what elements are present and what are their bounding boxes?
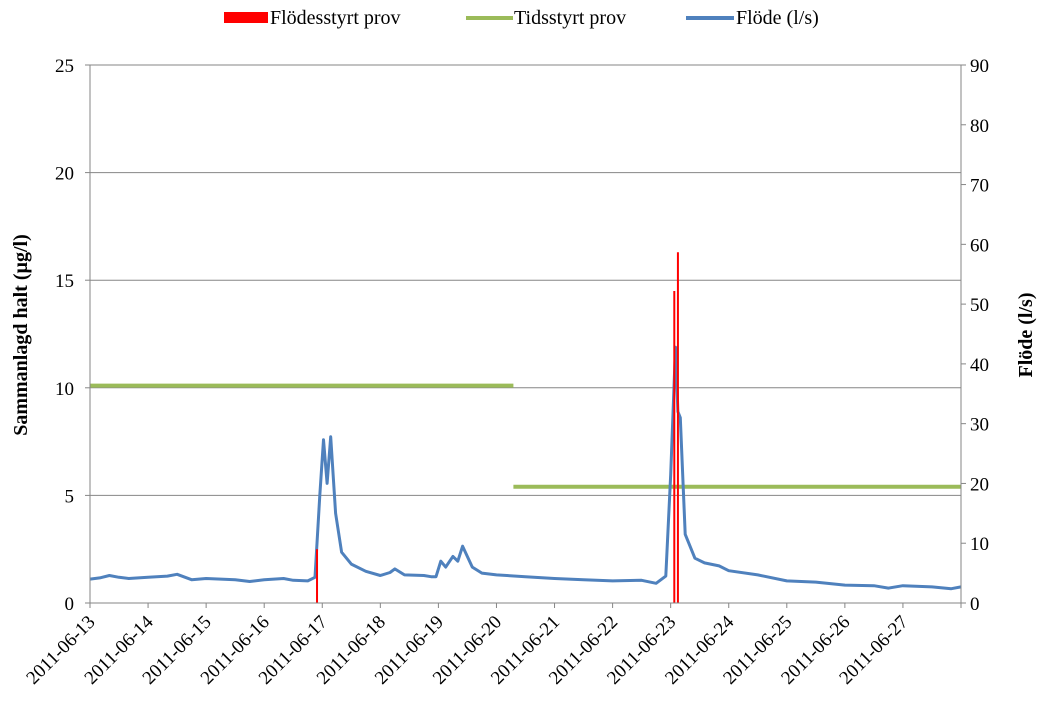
legend-label-flode: Flöde (l/s) [736, 7, 819, 29]
left-tick-label: 25 [55, 56, 74, 77]
right-tick-label: 70 [970, 176, 989, 197]
right-tick-label: 90 [970, 56, 989, 77]
right-tick-label: 0 [970, 594, 980, 615]
y-axis-right-label: Flöde (l/s) [1015, 293, 1037, 378]
legend-label-tidsstyrt: Tidsstyrt prov [514, 7, 626, 29]
right-axis-ticks: 0 10 20 30 40 50 60 70 80 90 [961, 56, 989, 615]
right-tick-label: 40 [970, 355, 989, 376]
series-flodesstyrt-prov [316, 252, 679, 603]
right-tick-label: 30 [970, 415, 989, 436]
legend-label-flodesstyrt: Flödesstyrt prov [270, 7, 401, 29]
right-tick-label: 20 [970, 474, 989, 495]
left-axis-ticks: 0 5 10 15 20 25 [55, 56, 90, 615]
y-axis-left-label: Sammanlagd halt (µg/l) [10, 234, 32, 436]
left-tick-label: 15 [55, 271, 74, 292]
right-tick-label: 10 [970, 534, 989, 555]
right-tick-label: 50 [970, 295, 989, 316]
series-flode [89, 345, 962, 591]
left-tick-label: 20 [55, 164, 74, 185]
flode-line [89, 345, 962, 591]
axes [89, 65, 962, 604]
left-tick-label: 10 [55, 379, 74, 400]
right-tick-label: 80 [970, 116, 989, 137]
series-tidsstyrt-prov [90, 383, 961, 489]
left-tick-label: 0 [65, 594, 75, 615]
legend: Flödesstyrt prov Tidsstyrt prov Flöde (l… [224, 7, 819, 29]
left-tick-label: 5 [65, 486, 75, 507]
legend-item-tidsstyrt: Tidsstyrt prov [466, 7, 626, 29]
legend-swatch-flodesstyrt [224, 12, 268, 23]
x-axis-ticks: 2011-06-132011-06-142011-06-152011-06-16… [22, 603, 962, 689]
gridlines [90, 64, 961, 496]
right-tick-label: 60 [970, 235, 989, 256]
legend-item-flode: Flöde (l/s) [686, 7, 819, 29]
legend-item-flodesstyrt: Flödesstyrt prov [224, 7, 401, 29]
